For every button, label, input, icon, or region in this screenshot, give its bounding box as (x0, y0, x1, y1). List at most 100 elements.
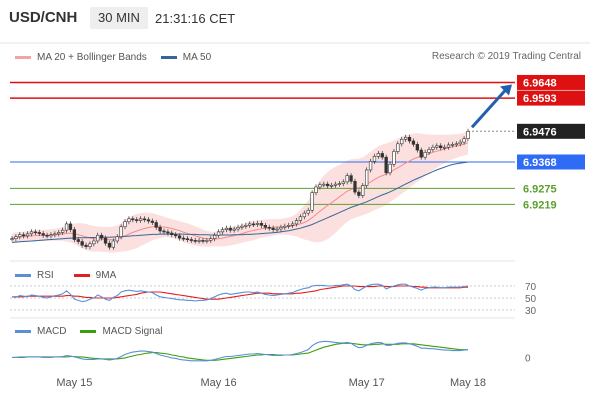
candle-body (14, 236, 18, 239)
candle-body (384, 156, 388, 174)
candle-body (205, 240, 209, 242)
candle-body (45, 234, 49, 237)
candle-body (427, 149, 431, 153)
candle-body (213, 234, 217, 239)
candle-body (372, 156, 377, 162)
rsi-line (11, 283, 469, 303)
candle-body (423, 152, 427, 158)
candle-body (290, 223, 295, 226)
candle-body (72, 229, 77, 240)
resistance-label-0: 6.9648 (523, 77, 557, 89)
candle-body (232, 228, 236, 231)
candle-body (442, 146, 447, 149)
candle-body (396, 143, 400, 152)
candle-body (279, 227, 283, 230)
macd-panel: 0 (12, 340, 531, 364)
candle-body (135, 219, 139, 221)
candle-body (294, 220, 299, 225)
macd-tick-label-0: 0 (525, 353, 531, 364)
candle-body (306, 209, 310, 214)
candle-body (298, 216, 303, 221)
support-label-4: 6.9275 (523, 183, 557, 195)
candle-body (123, 221, 127, 228)
candle-body (263, 225, 267, 228)
candle-body (25, 233, 30, 237)
candle-body (439, 145, 443, 149)
timestamp: 21:31:16 CET (155, 11, 236, 26)
candle-body (107, 242, 112, 248)
candle-body (158, 227, 162, 232)
candle-body (267, 227, 271, 229)
candle-body (57, 232, 61, 235)
candle-body (22, 234, 26, 237)
candle-body (310, 192, 314, 211)
candle-body (365, 169, 369, 186)
candle-body (357, 191, 361, 196)
candle-body (119, 226, 123, 237)
candle-body (37, 232, 41, 234)
candle-body (53, 233, 57, 236)
rsi-tick-label-1: 50 (525, 294, 537, 305)
candle-body (80, 241, 84, 246)
candle-body (287, 225, 291, 227)
x-tick-label-0: May 15 (56, 377, 92, 389)
candle-body (411, 140, 416, 145)
bollinger-legend-label: MA 20 + Bollinger Bands (37, 52, 147, 63)
candle-body (392, 151, 396, 165)
candle-body (64, 223, 69, 231)
macd-signal-swatch (80, 330, 97, 333)
candle-body (115, 236, 119, 242)
candle-body (376, 153, 381, 157)
price-panel: 6.9648 6.9593 6.9476 6.9368 6.9275 6.9219 (10, 74, 585, 253)
pivot-label-3: 6.9368 (523, 157, 557, 169)
candle-body (337, 183, 342, 185)
candle-body (435, 145, 439, 148)
candle-body (248, 223, 252, 226)
candle-body (88, 243, 92, 247)
candle-body (318, 184, 322, 188)
candle-body (99, 234, 104, 239)
candle-body (162, 230, 166, 233)
candle-body (131, 218, 135, 221)
candle-body (333, 183, 338, 186)
candle-body (302, 212, 306, 218)
candle-body (41, 233, 45, 236)
ma50-line (11, 161, 469, 243)
rsi-legend: RSI 9MA (15, 270, 116, 281)
candle-body (255, 223, 260, 225)
candle-body (220, 229, 225, 233)
timeframe-badge[interactable]: 30 MIN (90, 7, 148, 29)
macd-swatch (15, 330, 31, 333)
forecast-arrow-head (500, 84, 512, 96)
x-tick-label-3: May 18 (450, 377, 486, 389)
candle-body (388, 163, 392, 174)
rsi-tick-label-2: 30 (525, 306, 537, 317)
candle-body (96, 234, 100, 242)
candle-body (177, 235, 182, 239)
candle-body (458, 141, 462, 145)
rsi-swatch (15, 274, 31, 277)
candle-body (403, 136, 408, 140)
candle-body (29, 231, 34, 235)
candle-body (466, 131, 470, 139)
candle-body (142, 218, 147, 221)
macd-signal-line (12, 342, 468, 361)
candle-body (236, 227, 240, 230)
candle-body (283, 225, 287, 228)
candle-body (127, 218, 131, 222)
bollinger-swatch (15, 56, 31, 59)
candle-body (61, 229, 65, 233)
ma50-swatch (160, 56, 177, 59)
candle-body (462, 138, 466, 143)
candle-body (193, 240, 197, 242)
rsi-ma-swatch (73, 274, 90, 277)
candle-body (431, 146, 435, 150)
candle-body (407, 136, 412, 142)
candle-body (197, 240, 201, 242)
candle-body (314, 186, 318, 193)
resistance-label-1: 6.9593 (523, 93, 557, 105)
candle-body (209, 238, 213, 241)
candle-body (49, 234, 53, 237)
candle-body (326, 183, 330, 187)
